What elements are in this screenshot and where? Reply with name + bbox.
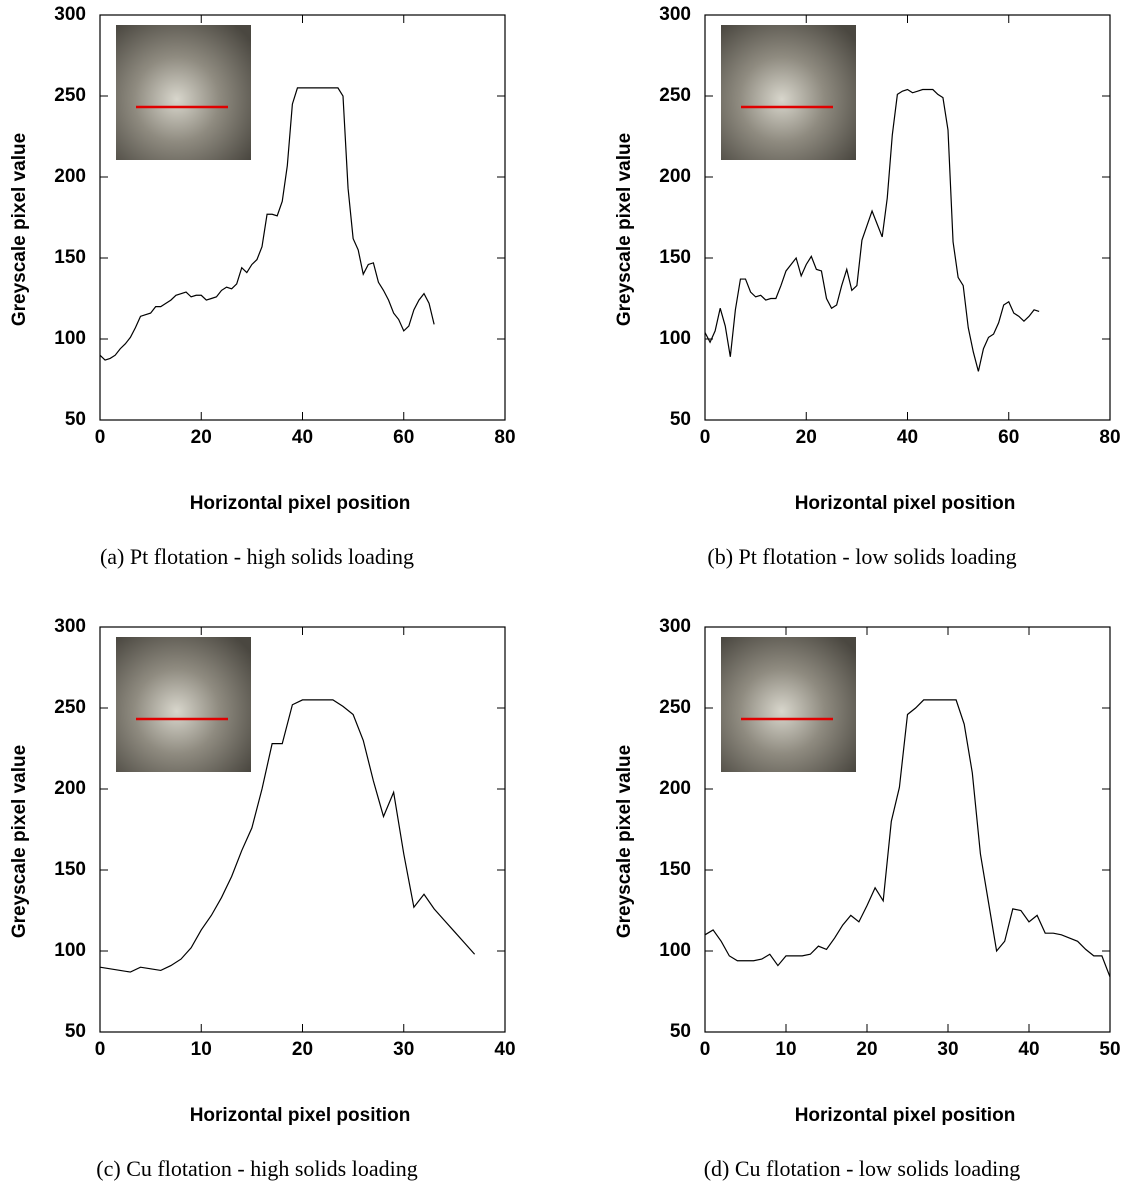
y-tick-label: 250 [54, 85, 86, 106]
x-tick-label: 50 [1099, 1039, 1120, 1060]
x-tick-label: 0 [700, 427, 711, 448]
y-axis-label: Greyscale pixel value [614, 745, 635, 938]
y-tick-label: 150 [659, 247, 691, 268]
y-axis-label: Greyscale pixel value [9, 133, 30, 326]
x-tick-label: 40 [292, 427, 313, 448]
y-axis-label: Greyscale pixel value [614, 133, 635, 326]
y-axis-label: Greyscale pixel value [9, 745, 30, 938]
y-tick-label: 250 [54, 697, 86, 718]
x-tick-label: 20 [796, 427, 817, 448]
x-tick-label: 40 [897, 427, 918, 448]
y-tick-label: 50 [670, 409, 691, 430]
y-tick-label: 250 [659, 85, 691, 106]
y-tick-label: 200 [659, 778, 691, 799]
x-tick-label: 20 [856, 1039, 877, 1060]
y-tick-label: 250 [659, 697, 691, 718]
x-tick-label: 0 [700, 1039, 711, 1060]
y-tick-label: 100 [659, 940, 691, 961]
y-tick-label: 300 [659, 4, 691, 25]
caption: (a) Pt flotation - high solids loading [100, 544, 414, 569]
plot-frame [704, 626, 1111, 1033]
data-line [704, 88, 1040, 372]
x-tick-label: 40 [1018, 1039, 1039, 1060]
x-axis-label: Horizontal pixel position [795, 1105, 1016, 1126]
data-line [99, 699, 476, 973]
y-tick-label: 50 [65, 409, 86, 430]
data-line [99, 87, 435, 361]
x-tick-label: 20 [191, 427, 212, 448]
inset-photo [721, 637, 856, 772]
x-tick-label: 10 [191, 1039, 212, 1060]
x-tick-label: 20 [292, 1039, 313, 1060]
y-tick-label: 200 [659, 166, 691, 187]
x-tick-label: 10 [775, 1039, 796, 1060]
y-tick-label: 150 [54, 859, 86, 880]
inset-photo [721, 25, 856, 160]
y-tick-label: 200 [54, 778, 86, 799]
y-tick-label: 100 [659, 328, 691, 349]
caption: (c) Cu flotation - high solids loading [96, 1156, 417, 1181]
caption: (b) Pt flotation - low solids loading [707, 544, 1016, 569]
x-tick-label: 30 [937, 1039, 958, 1060]
data-line [704, 699, 1111, 978]
y-tick-label: 50 [670, 1021, 691, 1042]
y-tick-label: 100 [54, 940, 86, 961]
inset-photo [116, 25, 251, 160]
x-axis-label: Horizontal pixel position [795, 493, 1016, 514]
y-tick-label: 200 [54, 166, 86, 187]
inset-photo [116, 637, 251, 772]
x-tick-label: 60 [998, 427, 1019, 448]
y-tick-label: 300 [659, 616, 691, 637]
x-axis-label: Horizontal pixel position [190, 1105, 411, 1126]
y-tick-label: 300 [54, 4, 86, 25]
x-tick-label: 0 [95, 1039, 106, 1060]
x-tick-label: 30 [393, 1039, 414, 1060]
x-tick-label: 0 [95, 427, 106, 448]
y-tick-label: 150 [54, 247, 86, 268]
x-tick-label: 60 [393, 427, 414, 448]
caption: (d) Cu flotation - low solids loading [704, 1156, 1021, 1181]
y-tick-label: 300 [54, 616, 86, 637]
x-tick-label: 80 [1099, 427, 1120, 448]
x-tick-label: 40 [494, 1039, 515, 1060]
y-tick-label: 50 [65, 1021, 86, 1042]
x-axis-label: Horizontal pixel position [190, 493, 411, 514]
y-tick-label: 100 [54, 328, 86, 349]
x-tick-label: 80 [494, 427, 515, 448]
y-tick-label: 150 [659, 859, 691, 880]
